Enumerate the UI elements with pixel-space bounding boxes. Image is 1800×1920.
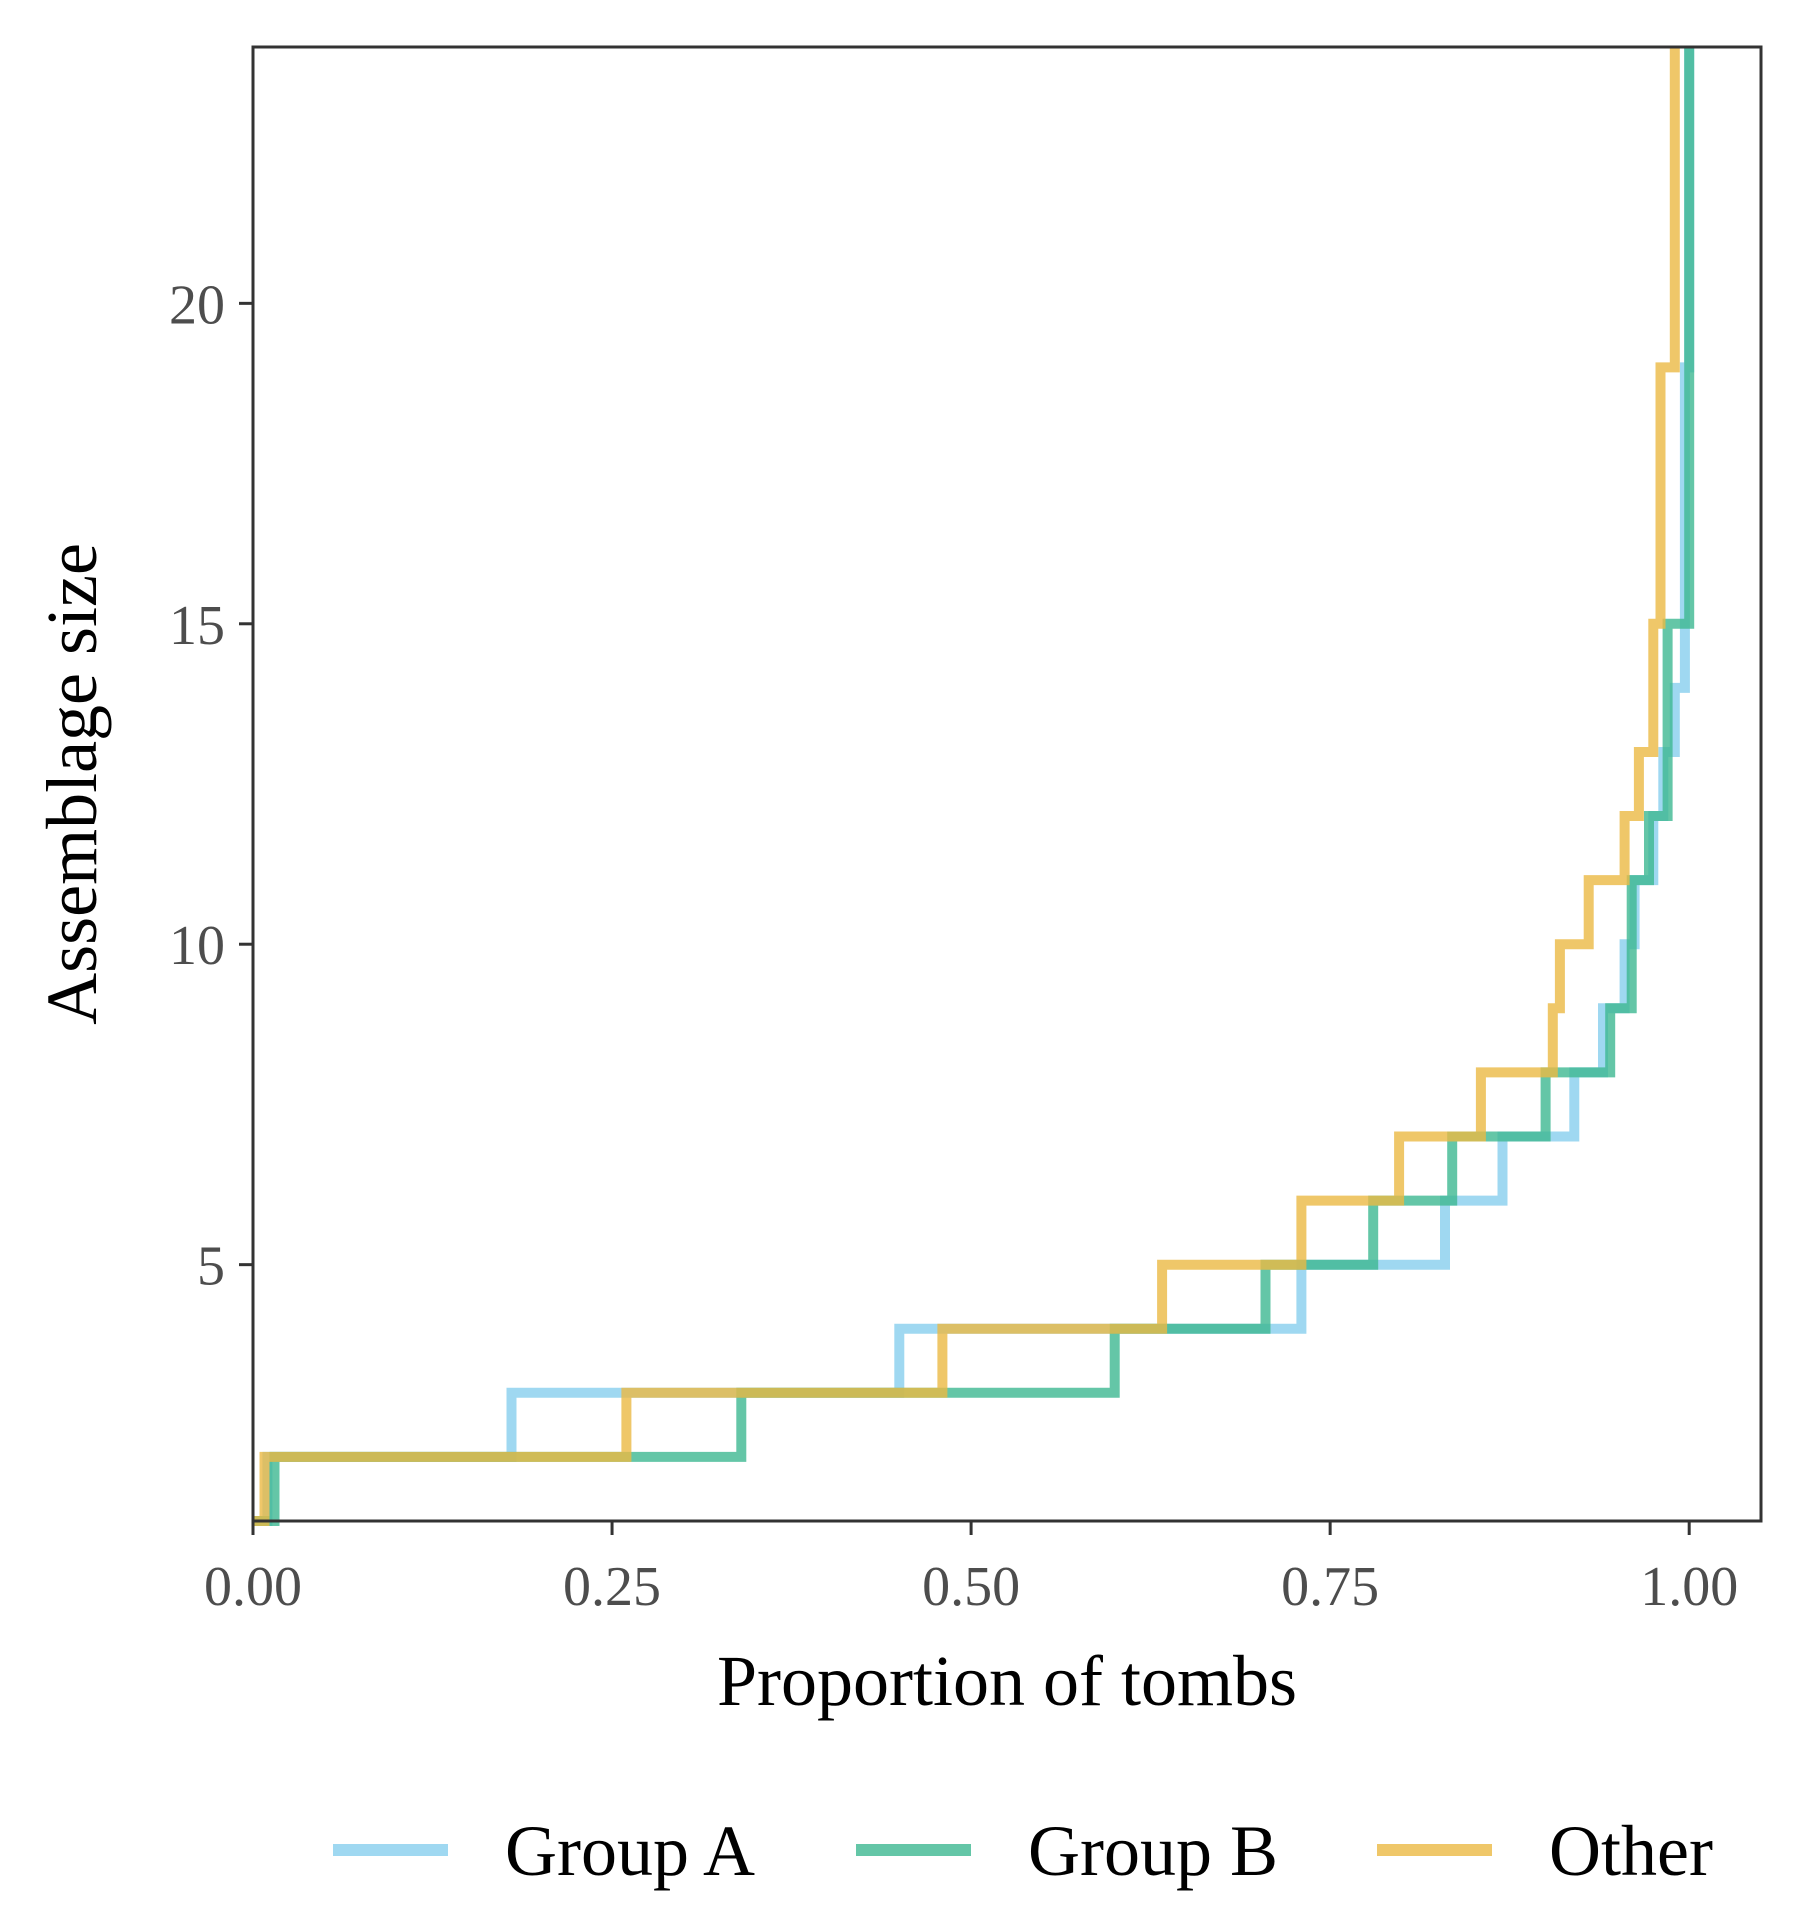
series-layer [253, 47, 1695, 1526]
y-tick-label: 15 [169, 595, 225, 657]
x-tick-label: 0.50 [922, 1556, 1020, 1618]
legend-label-3: Other [1549, 1811, 1713, 1891]
x-axis-title: Proportion of tombs [717, 1641, 1297, 1721]
y-tick-label: 10 [169, 915, 225, 977]
y-tick-label: 20 [169, 274, 225, 336]
x-tick-label: 0.25 [563, 1556, 661, 1618]
x-tick-label: 0.75 [1281, 1556, 1379, 1618]
plot-background [253, 47, 1761, 1521]
x-tick-label: 0.00 [204, 1556, 302, 1618]
x-axis: 0.00 0.25 0.50 0.75 1.00 [204, 1521, 1738, 1618]
x-tick-label: 1.00 [1640, 1556, 1738, 1618]
legend-label-1: Group A [505, 1811, 755, 1891]
series-line-3 [253, 47, 1680, 1526]
y-tick-label: 5 [197, 1236, 225, 1298]
legend: Group A Group B Other [333, 1811, 1713, 1891]
y-axis: 5 10 15 20 [169, 274, 253, 1298]
plot-border [251, 45, 1763, 1523]
legend-label-2: Group B [1028, 1811, 1278, 1891]
y-axis-title: Assemblage size [32, 543, 112, 1025]
